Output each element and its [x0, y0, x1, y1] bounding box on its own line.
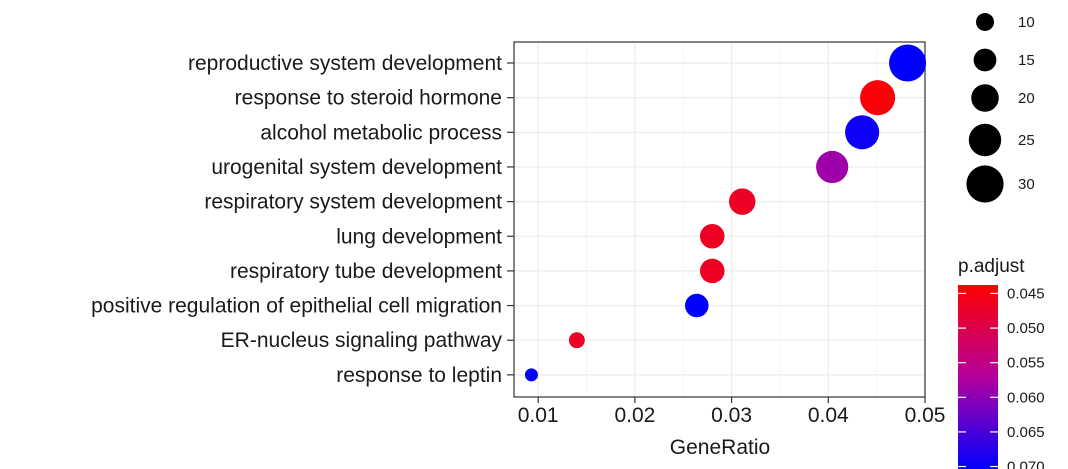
- color-legend-label: 0.060: [1007, 389, 1045, 406]
- size-legend-label: 10: [1018, 14, 1035, 31]
- size-legend-key: [968, 123, 1002, 157]
- x-tick-label: 0.01: [518, 404, 559, 427]
- color-legend-title: p.adjust: [958, 256, 1025, 277]
- size-legend-label: 25: [1018, 132, 1035, 149]
- y-axis-label: urogenital system development: [211, 156, 502, 179]
- y-axis-ticks: [507, 62, 514, 376]
- data-point: [684, 293, 709, 318]
- data-point: [889, 44, 927, 82]
- size-legend-key: [973, 48, 997, 72]
- data-point: [845, 115, 880, 150]
- data-point: [568, 332, 585, 349]
- color-legend-label: 0.055: [1007, 355, 1045, 372]
- data-point: [816, 150, 849, 184]
- color-legend-label: 0.065: [1007, 424, 1045, 441]
- y-axis-label: reproductive system development: [188, 52, 502, 75]
- x-axis-title: GeneRatio: [670, 436, 770, 459]
- x-axis-ticks: 0.01 0.02 0.03 0.04 0.05: [518, 397, 946, 427]
- color-legend-label: 0.070: [1007, 459, 1045, 469]
- color-legend-bar: [958, 285, 998, 469]
- size-legend-key: [976, 13, 994, 31]
- x-tick-label: 0.04: [808, 404, 849, 427]
- color-legend-label: 0.050: [1007, 320, 1045, 337]
- size-legend-key: [966, 165, 1004, 203]
- data-point: [699, 223, 725, 249]
- size-legend-key: [971, 84, 999, 112]
- y-axis-labels: reproductive system development response …: [91, 52, 502, 387]
- color-legend: p.adjust 0.045 0.050 0.055 0.060 0.065 0.070: [958, 256, 1045, 469]
- y-axis-label: response to leptin: [336, 364, 502, 387]
- y-axis-label: respiratory system development: [204, 191, 502, 214]
- data-point: [860, 80, 896, 116]
- data-point: [729, 188, 756, 215]
- color-legend-label: 0.045: [1007, 285, 1045, 302]
- size-legend: 10 15 20 25 30: [966, 13, 1035, 203]
- data-point: [699, 258, 725, 284]
- size-legend-label: 15: [1018, 52, 1035, 69]
- x-tick-label: 0.02: [614, 404, 655, 427]
- data-points: [524, 44, 927, 382]
- y-axis-label: respiratory tube development: [230, 260, 502, 283]
- y-axis-label: positive regulation of epithelial cell m…: [91, 295, 502, 318]
- y-axis-label: alcohol metabolic process: [260, 121, 502, 144]
- data-point: [524, 368, 538, 382]
- x-tick-label: 0.05: [905, 404, 946, 427]
- plot-panel-border: [513, 41, 926, 398]
- size-legend-label: 20: [1018, 90, 1035, 107]
- y-axis-label: response to steroid hormone: [235, 87, 502, 110]
- y-axis-label: ER-nucleus signaling pathway: [221, 329, 503, 352]
- x-tick-label: 0.03: [711, 404, 752, 427]
- size-legend-label: 30: [1018, 176, 1035, 193]
- y-axis-label: lung development: [336, 225, 502, 248]
